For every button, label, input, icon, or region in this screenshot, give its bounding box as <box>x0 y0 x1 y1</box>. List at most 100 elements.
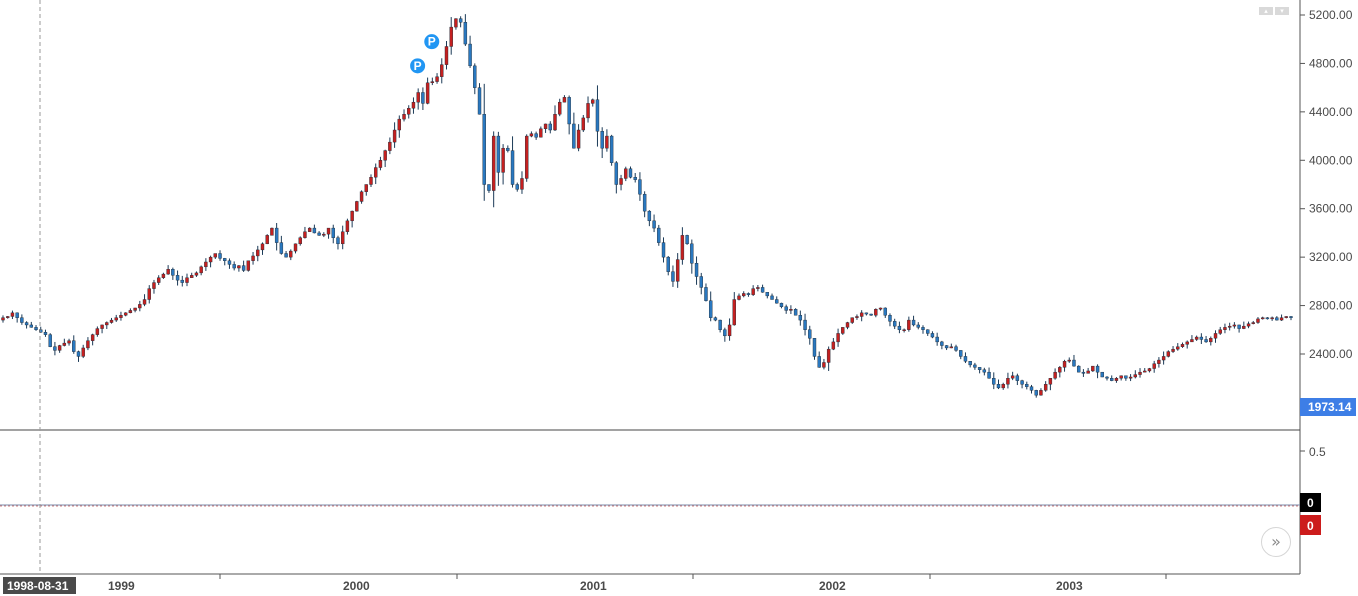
candle-body <box>543 123 548 130</box>
candle-body <box>1091 365 1095 372</box>
candle-body <box>1246 323 1251 327</box>
candle-body <box>1251 322 1255 324</box>
candle-body <box>765 292 770 297</box>
scroll-up-icon[interactable]: ▴ <box>1259 7 1273 15</box>
candle-body <box>270 227 274 236</box>
candle-body <box>652 220 656 229</box>
candle-body <box>1270 317 1274 320</box>
candle-body <box>878 307 883 310</box>
candle-body <box>473 65 477 88</box>
candle-body <box>973 364 977 368</box>
candle-body <box>317 232 321 236</box>
candle-body <box>1025 384 1029 387</box>
candle-body <box>1218 329 1222 334</box>
candle-body <box>775 299 779 304</box>
candle-body <box>808 329 812 339</box>
candle-body <box>359 191 364 202</box>
candle-body <box>440 64 444 77</box>
y-tick-label: 2400.00 <box>1309 347 1353 361</box>
candle-body <box>142 299 147 305</box>
event-marker[interactable] <box>409 57 427 75</box>
y-tick-label: 4000.00 <box>1309 153 1353 167</box>
candle-body <box>534 133 538 138</box>
candle-body <box>194 272 199 276</box>
candle-body <box>708 300 713 318</box>
candle-body <box>595 99 600 132</box>
candle-body <box>1147 368 1152 372</box>
candle-body <box>62 342 67 346</box>
candle-body <box>784 306 788 311</box>
scroll-to-realtime-button[interactable]: » <box>1261 527 1291 557</box>
candle-body <box>944 345 949 349</box>
candle-body <box>350 210 354 222</box>
candle-body <box>1157 359 1161 364</box>
event-marker[interactable] <box>423 33 441 51</box>
candle-body <box>675 259 680 282</box>
candle-body <box>312 227 317 234</box>
candle-body <box>831 341 836 350</box>
candle-body <box>407 108 411 115</box>
candle-body <box>1138 371 1142 375</box>
y-tick-label: 2800.00 <box>1309 299 1353 313</box>
candle-body <box>1161 356 1166 361</box>
candle-body <box>1034 390 1038 396</box>
candle-body <box>548 123 552 131</box>
candle-body <box>355 201 359 212</box>
candle-body <box>586 103 590 119</box>
candle-body <box>374 167 378 178</box>
candle-body <box>274 227 279 243</box>
candle-body <box>105 322 109 326</box>
candle-body <box>152 282 156 289</box>
scroll-down-icon[interactable]: ▾ <box>1275 7 1289 15</box>
candle-body <box>746 293 751 295</box>
candle-body <box>326 227 331 235</box>
candle-body <box>10 312 15 317</box>
candle-body <box>742 293 746 297</box>
candle-body <box>147 288 151 300</box>
candle-body <box>156 277 161 283</box>
candle-body <box>15 312 19 318</box>
candle-body <box>81 347 85 357</box>
candle-body <box>855 316 859 318</box>
candle-body <box>883 307 887 316</box>
candle-body <box>1213 333 1218 339</box>
indicator-value-label: 0 <box>1307 496 1314 510</box>
candle-body <box>43 332 48 335</box>
candle-body <box>1043 384 1048 391</box>
candle-body <box>1190 339 1194 343</box>
candle-body <box>1242 325 1246 329</box>
candle-body <box>1095 365 1100 373</box>
candle-body <box>888 315 892 322</box>
candle-body <box>190 275 194 278</box>
candle-body <box>1284 316 1288 318</box>
candle-body <box>218 253 222 259</box>
candle-body <box>841 327 845 334</box>
y-tick-label: 3600.00 <box>1309 202 1353 216</box>
candle-body <box>482 114 486 185</box>
y-tick-label: 5200.00 <box>1309 8 1353 22</box>
candle-body <box>1260 317 1265 320</box>
candle-body <box>1232 324 1237 327</box>
candle-body <box>227 260 232 265</box>
candle-body <box>661 242 666 258</box>
candle-body <box>86 340 90 349</box>
event-marker-label: P <box>414 59 422 73</box>
candle-body <box>1029 386 1034 391</box>
x-tick-label: 2003 <box>1056 579 1083 593</box>
candle-body <box>694 262 699 277</box>
candle-body <box>968 361 972 366</box>
candle-body <box>331 227 335 238</box>
candle-body <box>1020 380 1024 385</box>
candle-body <box>845 322 850 328</box>
candle-body <box>600 131 604 149</box>
candle-body <box>491 135 496 191</box>
candle-body <box>6 316 10 318</box>
candle-body <box>572 123 576 149</box>
candle-body <box>208 256 213 263</box>
candle-body <box>874 309 878 316</box>
candle-body <box>836 333 840 343</box>
crosshair-date-label: 1998-08-31 <box>7 579 69 593</box>
candle-body <box>1279 317 1284 321</box>
candle-body <box>539 128 543 138</box>
